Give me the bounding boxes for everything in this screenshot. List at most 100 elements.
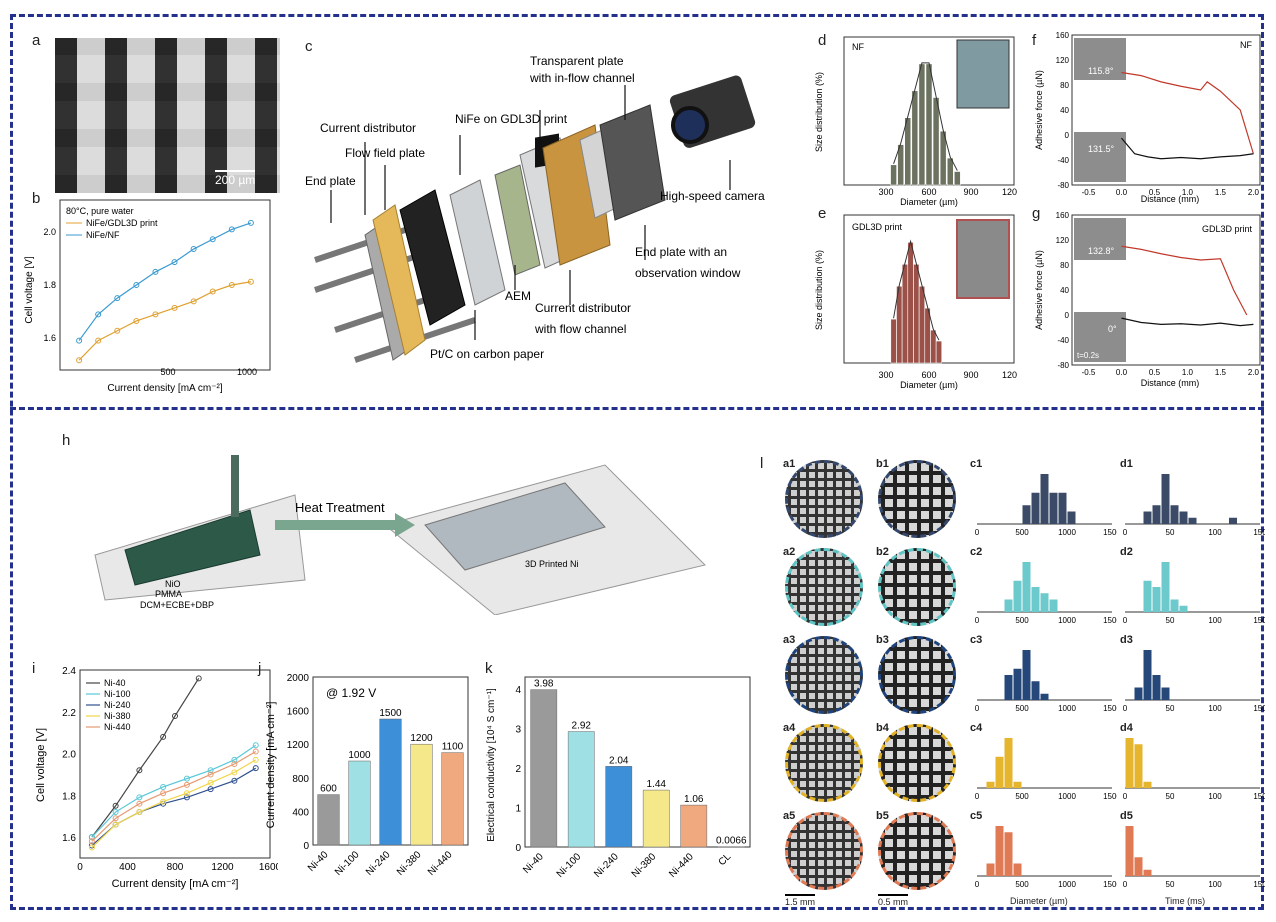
hist-bar — [995, 756, 1004, 788]
data-point — [228, 226, 235, 233]
chart-b-frame — [59, 199, 271, 371]
xlabel-g: Distance (mm) — [1141, 378, 1200, 388]
ylabel-k: Electrical conductivity [10⁴ S cm⁻¹] — [486, 688, 497, 842]
label-end-plate-window-1: End plate with an — [635, 245, 727, 259]
xtick: 1500 — [1103, 880, 1117, 889]
xtick: 500 — [1015, 880, 1029, 889]
bar-value-label: 1500 — [379, 708, 402, 719]
hist-bar — [1143, 511, 1152, 524]
bar-ni-100 — [348, 760, 371, 846]
xtick: 0 — [975, 704, 980, 713]
ytick-b-1: 1.6 — [43, 333, 56, 343]
hist-bar — [1031, 681, 1040, 700]
fit-curve — [893, 239, 940, 341]
chart-e-plot — [890, 239, 942, 364]
bar-ni-380 — [410, 743, 433, 846]
xtick: 150 — [1253, 880, 1265, 889]
ytick: 160 — [1056, 31, 1070, 40]
data-point — [252, 742, 259, 749]
hist-bar — [1161, 687, 1170, 700]
chart-b-plot — [76, 219, 254, 364]
chart-f-inset-1 — [1074, 38, 1126, 80]
exploded-cell-diagram: End plate Current distributor Flow field… — [305, 54, 765, 363]
ytick: 80 — [1060, 261, 1069, 270]
xtick: 0 — [975, 792, 980, 801]
data-point — [95, 311, 102, 318]
panel-label-k: k — [485, 660, 493, 677]
hist-c3: 0 500 1000 1500 — [975, 650, 1117, 713]
data-point — [183, 794, 190, 801]
ytick: 40 — [1060, 286, 1069, 295]
hist-bar — [986, 863, 995, 876]
data-point — [247, 278, 254, 285]
label-transparent-1: Transparent plate — [530, 54, 624, 68]
xlabel-ld: Time (ms) — [1165, 896, 1206, 906]
histogram-bar — [913, 264, 920, 364]
row-label-d2: d2 — [1120, 546, 1133, 558]
xtick: 1500 — [1103, 704, 1117, 713]
hist-bar — [1143, 781, 1152, 788]
xtick-e-2: 600 — [921, 370, 936, 380]
xlabel-b: Current density [mA cm⁻²] — [107, 383, 223, 394]
data-point — [231, 761, 238, 767]
chart-i-plot: 0 400 800 1200 1600 1.6 1.8 2.0 2.2 2.4 — [62, 666, 278, 873]
xtick: 0.5 — [1149, 188, 1161, 197]
xtick: 1000 — [1058, 528, 1076, 537]
hist-bar — [1152, 675, 1161, 700]
ylabel-g: Adhesive force (µN) — [1034, 250, 1044, 330]
row-label-c2: c2 — [970, 546, 983, 558]
series-line-0 — [91, 678, 200, 838]
row-label-b5: b5 — [876, 810, 889, 822]
chart-d-plot — [890, 62, 961, 186]
row-label-c3: c3 — [970, 634, 983, 646]
bar-ni-240 — [379, 718, 402, 846]
xlabel-e: Diameter (µm) — [900, 380, 958, 390]
xtick: 1.0 — [1182, 368, 1194, 377]
series-line-2 — [91, 767, 257, 846]
data-point — [88, 834, 95, 841]
chart-d-inset — [956, 39, 1010, 109]
data-point — [136, 800, 143, 807]
category-label: Ni-40 — [306, 849, 331, 874]
category-label: Ni-380 — [395, 849, 424, 878]
xtick: 0 — [1123, 792, 1128, 801]
legend-b-1: NiFe/GDL3D print — [86, 218, 158, 228]
data-point — [209, 236, 216, 243]
image-a5 — [785, 812, 863, 890]
bar-value-label: 1.44 — [647, 779, 667, 790]
hist-bar — [1134, 687, 1143, 700]
chart-g-time: t=0.2s — [1077, 351, 1099, 360]
data-point — [190, 246, 197, 253]
ytick: 3 — [515, 724, 521, 735]
bar-value-label: 1.06 — [684, 794, 704, 805]
hist-bar — [1031, 492, 1040, 524]
hist-bar — [1143, 869, 1152, 876]
ytick: 2.0 — [62, 750, 76, 761]
ytick: 0 — [1065, 131, 1070, 140]
series-line-3 — [91, 759, 257, 848]
hist-bar — [995, 826, 1004, 876]
hist-c2: 0 500 1000 1500 — [975, 562, 1117, 625]
ytick: 2 — [515, 764, 521, 775]
bar-ni-440 — [680, 804, 708, 848]
data-point — [207, 767, 214, 774]
xtick: 150 — [1253, 792, 1265, 801]
data-point — [209, 288, 216, 295]
bar-ni-440 — [441, 752, 464, 846]
ytick: 1 — [515, 803, 521, 814]
xtick: 50 — [1166, 880, 1175, 889]
hist-bar — [1125, 826, 1134, 876]
category-label: Ni-440 — [426, 849, 455, 878]
category-label: Ni-440 — [667, 851, 696, 880]
xtick: 2.0 — [1248, 368, 1260, 377]
heat-arrow — [275, 513, 415, 537]
hist-bar — [1022, 650, 1031, 700]
histogram-bar — [890, 164, 897, 186]
chart-j-note: @ 1.92 V — [326, 686, 376, 700]
image-b1 — [878, 460, 956, 538]
data-point — [112, 815, 119, 822]
xtick: 100 — [1208, 616, 1222, 625]
chart-f-plot: -0.5 0.0 0.5 1.0 1.5 2.0 -80 -40 0 40 80 120 160 — [1056, 31, 1260, 197]
data-point — [231, 756, 238, 763]
image-a1 — [785, 460, 863, 538]
